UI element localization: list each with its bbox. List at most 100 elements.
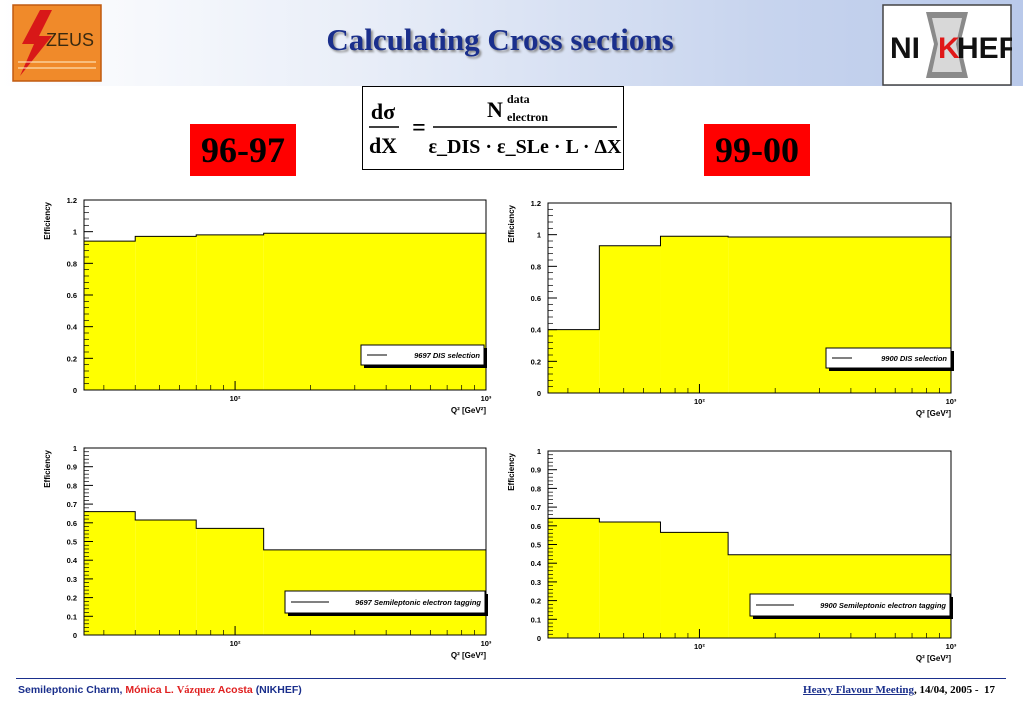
efficiency-bin: [599, 522, 661, 638]
y-tick-label: 0.3: [67, 575, 77, 584]
page-title: Calculating Cross sections: [326, 22, 674, 57]
x-tick-label: 10²: [230, 394, 241, 403]
y-tick-label: 0: [537, 389, 541, 398]
y-tick-label: 0.4: [531, 326, 542, 335]
y-tick-label: 0.3: [531, 578, 541, 587]
y-tick-label: 0.9: [531, 466, 541, 475]
period-label-left: 96-97: [190, 124, 296, 176]
y-tick-label: 0.5: [531, 541, 541, 550]
y-tick-label: 0: [73, 631, 77, 640]
efficiency-bin: [196, 528, 264, 635]
y-tick-label: 1: [73, 228, 77, 237]
footer-author-first: Mónica L.: [125, 684, 174, 696]
efficiency-bin: [548, 518, 600, 638]
y-tick-label: 0.8: [531, 484, 541, 493]
efficiency-step-line: [548, 517, 951, 556]
y-axis-label: Efficiency: [507, 204, 516, 242]
x-tick-label: 10²: [694, 397, 705, 406]
formula-rhs-num: N: [487, 97, 503, 122]
footer-author-last: Acosta: [217, 684, 253, 696]
zeus-logo: ZEUS: [12, 4, 102, 82]
y-tick-label: 1: [537, 447, 541, 456]
y-tick-label: 0.4: [67, 556, 78, 565]
y-tick-label: 0.1: [67, 612, 77, 621]
svg-text:NIKHEF: NIKHEF: [945, 82, 949, 84]
chart-panel-4: 0 0.1 0.2 0.3 0.4 0.5 0.6 0.7 0.8 0.9 1 10² 10³ Q² [G…: [507, 447, 957, 663]
y-tick-label: 1.2: [531, 199, 541, 208]
x-axis-label: Q² [GeV²]: [451, 651, 486, 660]
y-tick-label: 1.2: [67, 196, 77, 205]
period-label-right: 99-00: [704, 124, 810, 176]
legend-label: 9697 Semileptonic electron tagging: [355, 598, 481, 607]
y-tick-label: 0.2: [67, 354, 77, 363]
footer-topic: Semileptonic Charm,: [18, 684, 123, 696]
efficiency-bin: [660, 236, 729, 393]
y-tick-label: 0.8: [67, 481, 77, 490]
x-tick-label: 10³: [481, 639, 492, 648]
legend-box: [825, 347, 952, 369]
y-tick-label: 0.6: [67, 291, 77, 300]
footer-institute: (NIKHEF): [255, 684, 302, 696]
y-tick-label: 1: [537, 231, 541, 240]
y-tick-label: 1: [73, 444, 77, 453]
cross-section-formula: dσ dX = N data electron ε_DIS · ε_SLe · …: [362, 86, 624, 170]
y-tick-label: 0: [537, 634, 541, 643]
efficiency-bin: [660, 532, 729, 638]
formula-lhs-den: dX: [369, 133, 397, 158]
x-tick-label: 10³: [481, 394, 492, 403]
x-tick-label: 10²: [230, 639, 241, 648]
y-tick-label: 0.1: [531, 615, 541, 624]
footer-meeting-info: Heavy Flavour Meeting, 14/04, 2005 - 17: [803, 684, 995, 696]
svg-text:ZEUS: ZEUS: [46, 30, 94, 50]
y-tick-label: 0.8: [531, 262, 541, 271]
y-tick-label: 0: [73, 386, 77, 395]
chart-panel-3: 0 0.1 0.2 0.3 0.4 0.5 0.6 0.7 0.8 0.9 1 10² 10³ Q² [G…: [43, 444, 492, 660]
y-tick-label: 0.5: [67, 538, 77, 547]
y-tick-label: 0.6: [531, 294, 541, 303]
y-tick-label: 0.7: [67, 500, 77, 509]
y-axis-label: Efficiency: [43, 449, 52, 487]
efficiency-step-line: [84, 511, 486, 551]
header-band: [0, 0, 1023, 86]
y-tick-label: 0.2: [67, 594, 77, 603]
x-tick-label: 10³: [946, 642, 957, 651]
svg-text:NI: NI: [890, 32, 920, 65]
y-tick-label: 0.9: [67, 463, 77, 472]
formula-lhs-num: dσ: [371, 99, 395, 124]
y-tick-label: 0.2: [531, 597, 541, 606]
legend-box: [749, 593, 951, 617]
y-axis-label: Efficiency: [507, 452, 516, 490]
efficiency-bin: [135, 236, 197, 390]
footer-divider: [16, 678, 1006, 679]
legend-box: [360, 344, 485, 366]
formula-rhs-sub: electron: [507, 110, 548, 124]
footer-meeting: Heavy Flavour Meeting: [803, 684, 915, 696]
footer-credit: Semileptonic Charm, Mónica L. Vázquez Ac…: [18, 684, 302, 696]
efficiency-bin: [196, 234, 264, 390]
efficiency-bin: [599, 245, 661, 393]
efficiency-bin: [135, 519, 197, 635]
legend-label: 9900 DIS selection: [881, 354, 947, 363]
footer-date: , 14/04, 2005 -: [914, 684, 979, 696]
x-axis-label: Q² [GeV²]: [451, 406, 486, 415]
y-tick-label: 0.6: [67, 519, 77, 528]
formula-rhs-sup: data: [507, 92, 530, 106]
legend-label: 9697 DIS selection: [414, 351, 480, 360]
formula-rhs-den: ε_DIS · ε_SLe · L · ΔX: [428, 136, 622, 158]
svg-text:K: K: [938, 32, 960, 65]
footer-page-number: 17: [984, 684, 995, 696]
x-tick-label: 10²: [694, 642, 705, 651]
svg-text:HEF: HEF: [957, 32, 1012, 65]
efficiency-bin: [84, 511, 136, 635]
x-tick-label: 10³: [946, 397, 957, 406]
y-tick-label: 0.2: [531, 357, 541, 366]
x-axis-label: Q² [GeV²]: [916, 409, 951, 418]
formula-equals: =: [412, 115, 426, 141]
x-axis-label: Q² [GeV²]: [916, 654, 951, 663]
efficiency-bin: [84, 241, 136, 390]
y-tick-label: 0.7: [531, 503, 541, 512]
y-axis-label: Efficiency: [43, 201, 52, 239]
efficiency-step-line: [548, 235, 951, 331]
y-tick-label: 0.4: [67, 323, 78, 332]
